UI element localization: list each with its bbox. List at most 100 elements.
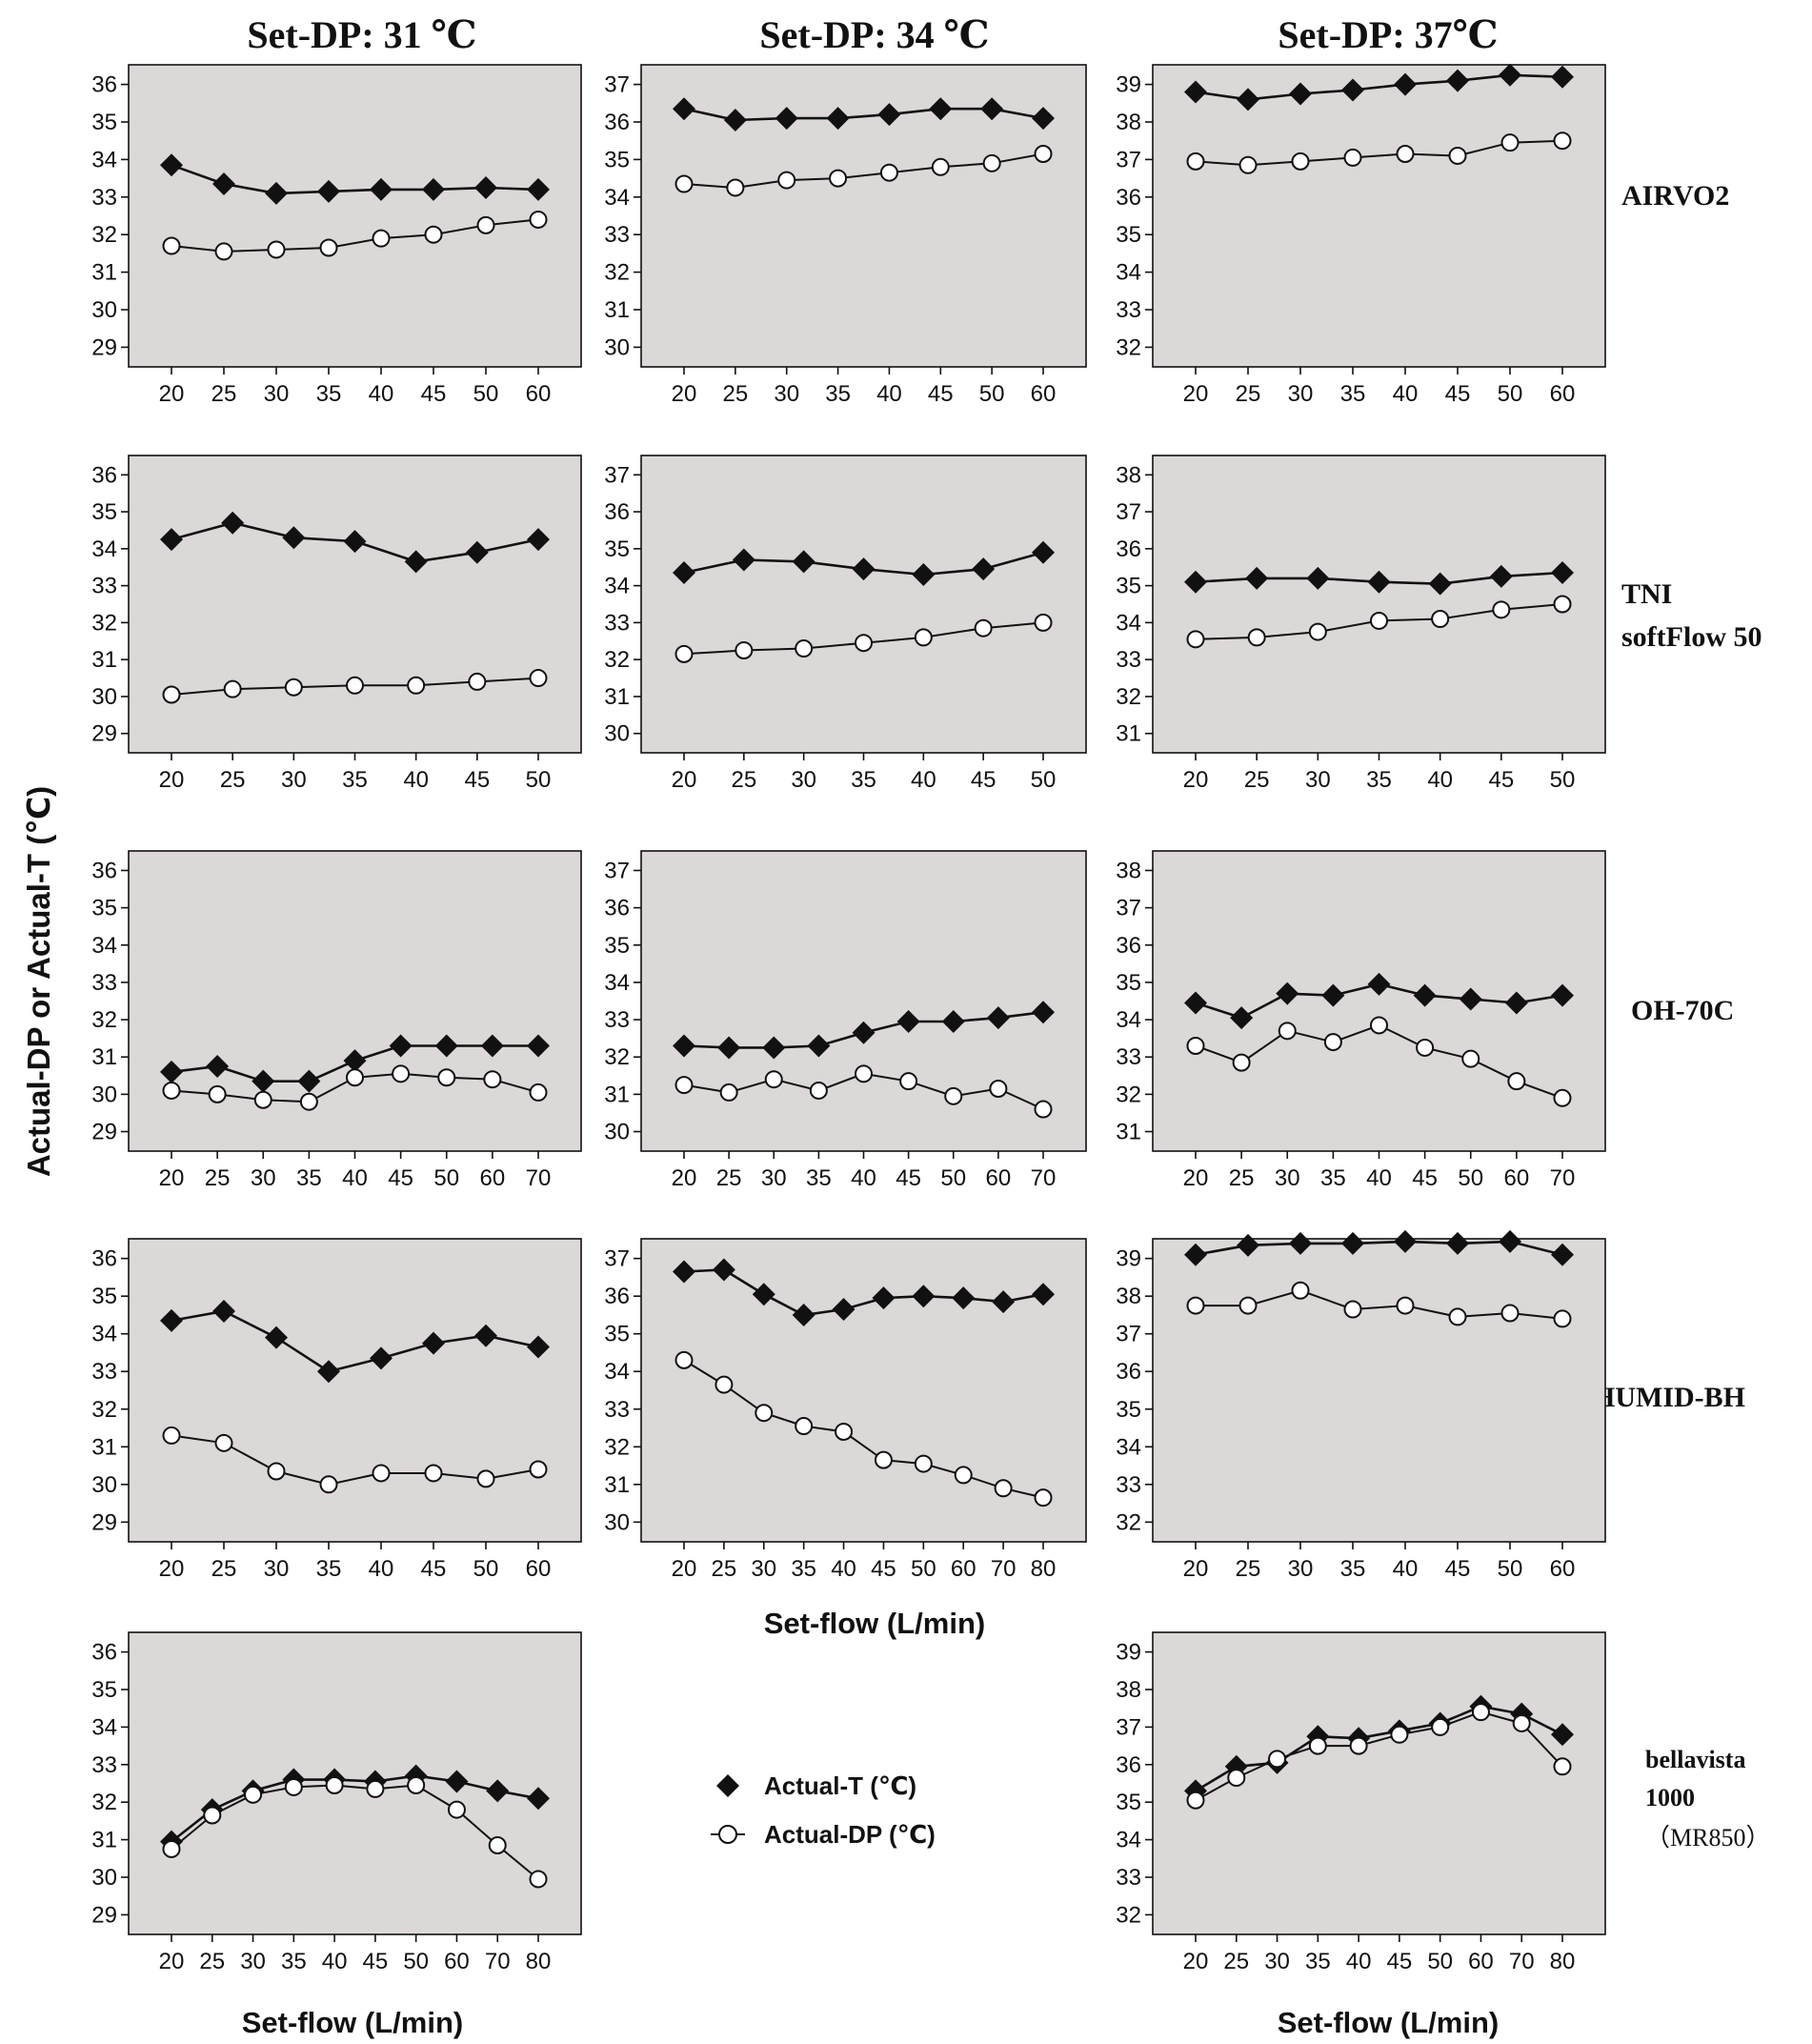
y-tick-label: 31 [604,1082,630,1107]
x-tick-label: 50 [473,381,499,407]
data-point-actual-dp [529,1460,548,1479]
column-title-31: Set-DP: 31 ℃ [247,13,476,56]
y-tick-label: 32 [604,260,630,286]
x-tick-label: 40 [831,1556,856,1582]
data-point-actual-dp [1448,1307,1467,1326]
data-point-actual-t [1394,72,1417,96]
plot-area [640,64,1087,368]
data-point-actual-dp [1500,1304,1520,1323]
data-point-actual-t [1551,983,1574,1007]
data-point-actual-t [832,1298,856,1322]
x-tick-label: 50 [1031,767,1057,793]
data-point-actual-t [980,97,1004,121]
panel-4-2: 32 33 34 35 36 37 38 39 20 25 30 35 40 45 50 60 70 80 [1116,1631,1606,1974]
data-point-actual-dp [468,672,487,691]
panel-0-1: 30 31 32 33 34 35 36 37 20 25 30 35 40 45 50 60 [604,64,1087,407]
data-point-actual-t [712,1258,735,1282]
x-tick-label: 30 [774,381,799,407]
y-tick-label: 30 [91,1865,117,1891]
x-tick-label: 50 [979,381,1005,407]
data-point-actual-t [1321,983,1345,1007]
x-tick-label: 20 [672,1165,697,1191]
data-point-actual-t [1551,1723,1574,1747]
data-point-actual-dp [424,1464,443,1483]
data-point-actual-t [1341,1231,1364,1255]
legend-actual-t-marker [716,1774,739,1797]
y-tick-label: 33 [1116,1044,1141,1070]
y-tick-label: 36 [1116,1752,1141,1778]
y-tick-label: 35 [604,147,630,172]
x-tick-label: 35 [1340,381,1366,407]
data-point-actual-t [929,97,953,121]
y-tick-label: 31 [91,647,117,673]
y-tick-label: 34 [1116,1434,1141,1460]
y-tick-label: 34 [1116,260,1141,286]
y-tick-label: 31 [1116,1120,1141,1145]
data-point-actual-dp [777,171,796,190]
y-tick-label: 35 [1116,970,1141,996]
data-point-actual-t [941,1010,965,1034]
x-tick-label: 40 [342,1165,368,1191]
data-point-actual-t [160,153,183,177]
data-point-actual-t [252,1069,275,1093]
panel-0-0: 29 30 31 32 33 34 35 36 20 25 30 35 40 45 50 60 [91,64,582,407]
x-tick-label: 30 [751,1556,776,1582]
x-tick-label: 25 [1236,1556,1261,1582]
data-point-actual-dp [1390,1725,1409,1744]
data-point-actual-dp [1308,622,1327,641]
data-point-actual-t [896,1010,920,1034]
x-tick-label: 50 [473,1556,499,1582]
x-tick-label: 40 [1393,381,1419,407]
data-point-actual-t [872,1286,896,1310]
data-point-actual-dp [1349,1736,1368,1755]
plot-area [1152,455,1606,754]
data-point-actual-t [752,1283,775,1306]
y-tick-label: 36 [1116,933,1141,959]
data-point-actual-t [1276,982,1299,1005]
y-tick-label: 35 [604,933,630,959]
x-tick-label: 40 [1366,1165,1392,1191]
data-point-actual-dp [855,634,873,653]
panel-3-1: 30 31 32 33 34 35 36 37 20 25 30 35 40 45 50 60 70 80 [604,1238,1087,1582]
y-tick-label: 35 [91,499,117,525]
data-point-actual-t [1446,69,1469,92]
plot-area [128,455,582,754]
y-tick-label: 31 [91,260,117,286]
data-point-actual-dp [1247,628,1266,647]
panel-0-2: 32 33 34 35 36 37 38 39 20 25 30 35 40 45 50 60 [1116,63,1606,407]
data-point-actual-t [1341,78,1364,102]
x-tick-label: 30 [264,1556,290,1582]
data-point-actual-dp [1461,1049,1480,1068]
data-point-actual-t [1459,987,1482,1011]
data-point-actual-dp [795,639,814,658]
plot-area [128,1238,582,1543]
x-tick-label: 45 [871,1556,896,1582]
y-tick-label: 30 [91,684,117,710]
data-point-actual-dp [855,1064,873,1083]
x-tick-label: 70 [526,1165,552,1191]
data-point-actual-dp [162,1839,181,1858]
y-tick-label: 31 [91,1828,117,1853]
y-tick-label: 36 [91,1640,117,1666]
data-point-actual-dp [989,1080,1008,1099]
x-tick-label: 60 [480,1165,506,1191]
y-tick-label: 35 [1116,1397,1141,1423]
data-point-actual-t [1394,1229,1417,1253]
x-tick-label: 25 [716,1165,742,1191]
data-point-actual-dp [914,1454,933,1473]
data-point-actual-dp [674,1350,694,1369]
data-point-actual-dp [674,644,694,663]
x-tick-label: 30 [1288,381,1314,407]
y-tick-label: 34 [604,185,630,211]
x-tick-label: 60 [526,1556,552,1582]
y-tick-label: 29 [91,1902,117,1928]
data-point-actual-t [212,172,235,196]
data-point-actual-t [1289,82,1312,106]
panel-3-2: 32 33 34 35 36 37 38 39 20 25 30 35 40 45 50 60 [1116,1229,1606,1582]
x-tick-label: 20 [1183,1556,1209,1582]
x-tick-label: 45 [1445,1556,1471,1582]
y-tick-label: 31 [91,1044,117,1070]
series-line-actual-t [1195,1705,1563,1792]
y-tick-label: 36 [91,462,117,488]
data-point-actual-dp [1291,152,1310,171]
